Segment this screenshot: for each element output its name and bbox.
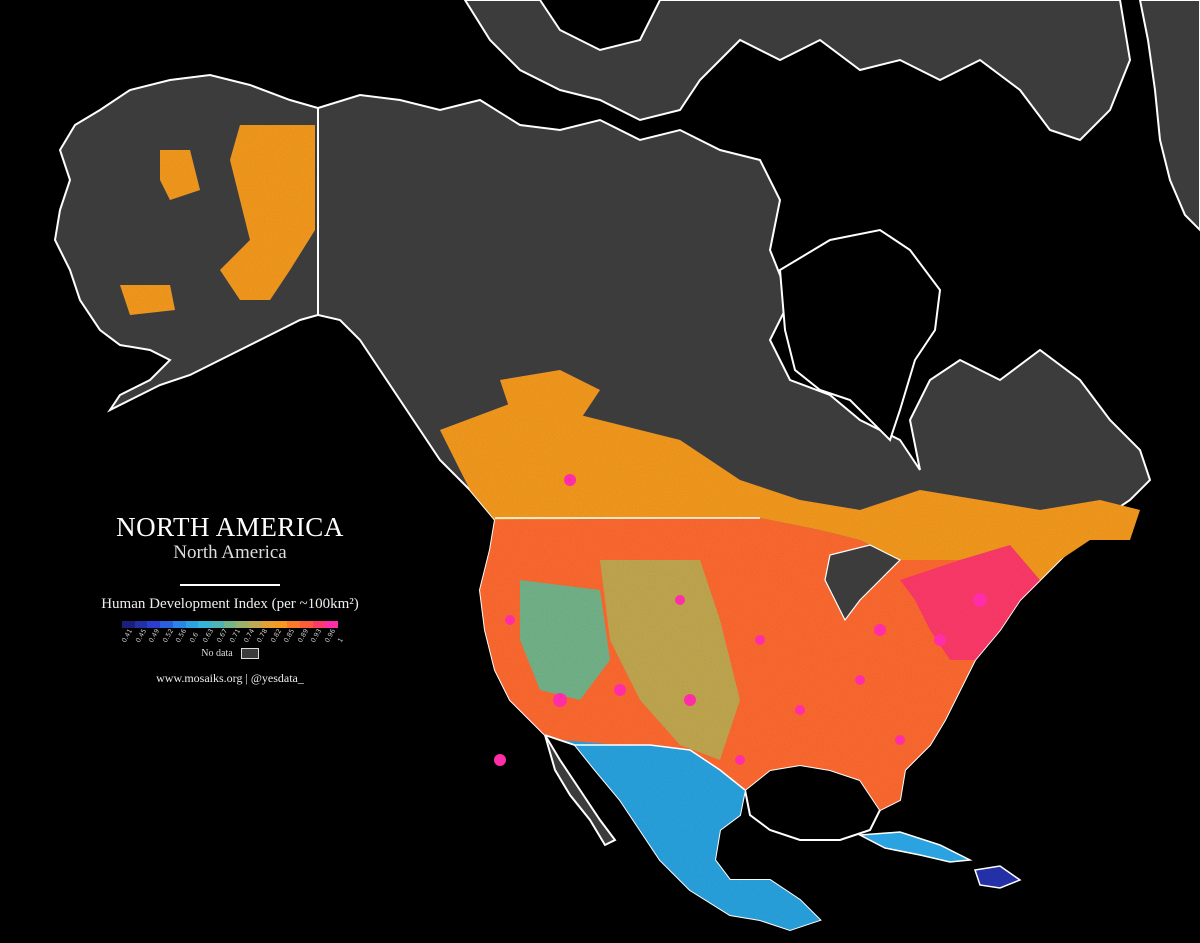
color-scale-tick-label: 0.96 — [322, 627, 337, 644]
color-scale-swatch — [134, 621, 148, 628]
city-hotspots — [494, 474, 987, 766]
color-scale-tick-label: 0.82 — [268, 627, 283, 644]
color-scale-swatch — [185, 621, 199, 628]
region-alaska-west — [160, 150, 200, 200]
color-scale-swatch — [261, 621, 275, 628]
color-scale-swatch — [223, 621, 237, 628]
hispaniola-island — [974, 865, 1022, 889]
region-alaska-southwest — [120, 285, 175, 315]
color-scale-bar — [122, 621, 338, 628]
color-scale-tick-label: 0.56 — [174, 627, 189, 644]
greenland-landmass — [1138, 0, 1200, 232]
region-us-west-interior — [520, 580, 610, 700]
cuba-island — [857, 831, 973, 863]
region-mexico — [560, 740, 820, 930]
no-data-swatch — [240, 648, 259, 659]
color-scale-ticks: 0.41 0.45 0.49 0.52 0.56 0.6 0.63 0.67 0.71 0.74 0… — [120, 627, 345, 646]
color-scale-tick-label: 0.74 — [241, 627, 256, 644]
color-scale-tick-label: 0.85 — [282, 627, 297, 644]
color-scale-swatch — [160, 621, 173, 628]
color-scale-tick-label: 0.89 — [295, 627, 310, 644]
color-scale-tick-label: 0.93 — [309, 627, 324, 644]
color-scale-swatch — [198, 621, 211, 628]
hudson-bay — [778, 228, 942, 442]
color-scale-swatch — [236, 621, 250, 628]
legend-label: Human Development Index (per ~100km²) — [101, 596, 359, 612]
color-scale-tick-label: 0.71 — [228, 627, 243, 644]
color-scale-tick-label: 0.41 — [120, 627, 135, 644]
color-scale-swatch — [274, 621, 288, 628]
color-scale-swatch — [122, 621, 135, 628]
arctic-islands — [463, 0, 1132, 142]
region-alaska-interior — [220, 125, 315, 300]
color-scale-tick-label: 0.52 — [160, 627, 175, 644]
color-scale-swatch — [287, 621, 300, 628]
color-scale-swatch — [325, 621, 338, 628]
color-scale-tick-label: 0.78 — [255, 627, 270, 644]
us-mexico-border — [544, 734, 746, 791]
color-scale-tick-label: 0.67 — [214, 627, 229, 644]
title-divider — [180, 584, 280, 586]
color-scale-swatch — [172, 621, 186, 628]
color-scale-tick-label: 0.45 — [133, 627, 148, 644]
color-scale-tick-label: 1 — [336, 636, 345, 644]
color-scale-swatch — [299, 621, 313, 628]
no-data-label: No data — [201, 648, 233, 659]
color-scale-swatch — [210, 621, 224, 628]
baja-california — [544, 734, 617, 847]
color-scale-tick-label: 0.49 — [147, 627, 162, 644]
color-scale-swatch — [147, 621, 161, 628]
region-us-northeast — [900, 545, 1040, 660]
color-scale-tick-label: 0.6 — [187, 631, 200, 644]
region-canada-south — [440, 400, 1140, 580]
map-title: NORTH AMERICA — [116, 512, 344, 542]
credit-line: www.mosaiks.org | @yesdata_ — [156, 671, 304, 685]
color-scale-swatch — [249, 621, 262, 628]
no-data-key: No data — [60, 648, 400, 659]
great-lakes — [824, 544, 902, 622]
color-scale-swatch — [312, 621, 326, 628]
map-subtitle: North America — [173, 542, 287, 563]
region-canada-prairie-north — [500, 370, 600, 420]
color-scale-tick-label: 0.63 — [201, 627, 216, 644]
map-legend: NORTH AMERICA North America Human Develo… — [60, 512, 400, 686]
region-us-great-plains — [600, 560, 740, 760]
